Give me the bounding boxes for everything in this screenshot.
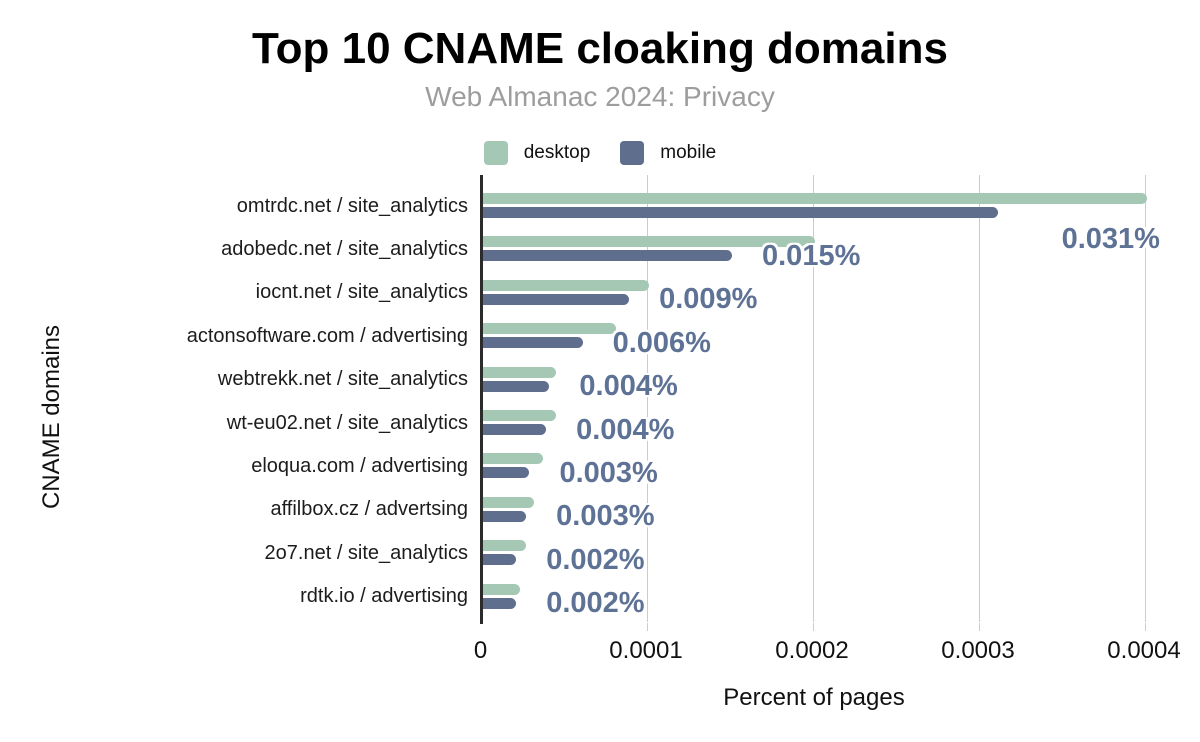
category-label: adobedc.net / site_analytics	[221, 237, 468, 260]
legend-item-desktop: desktop	[483, 141, 591, 165]
mobile-bar	[483, 510, 527, 522]
value-label: 0.002%	[546, 587, 645, 620]
category-label: 2o7.net / site_analytics	[264, 541, 468, 564]
gridline	[647, 175, 648, 622]
x-axis-tick	[979, 623, 980, 631]
x-axis-tick	[1145, 623, 1146, 631]
desktop-bar	[483, 323, 616, 335]
x-tick-label: 0.0004	[1107, 637, 1181, 664]
mobile-bar	[483, 250, 732, 262]
category-label: omtrdc.net / site_analytics	[236, 194, 468, 217]
mobile-bar	[483, 293, 630, 305]
x-tick-label: 0.0003	[941, 637, 1015, 664]
x-tick-label: 0.0002	[775, 637, 849, 664]
mobile-bar	[483, 424, 547, 435]
legend-label-desktop: desktop	[523, 142, 591, 163]
desktop-bar	[483, 583, 520, 595]
desktop-bar	[483, 193, 1147, 204]
category-label: webtrekk.net / site_analytics	[217, 368, 468, 391]
x-axis-tick	[813, 623, 814, 631]
mobile-bar	[483, 554, 517, 566]
desktop-bar	[483, 236, 815, 248]
category-label: affilbox.cz / advertsing	[270, 498, 468, 521]
category-label: iocnt.net / site_analytics	[255, 281, 468, 304]
value-label: 0.009%	[659, 283, 758, 316]
value-label: 0.002%	[546, 543, 645, 576]
value-label: 0.003%	[556, 500, 655, 533]
desktop-bar	[483, 279, 649, 291]
value-label: 0.004%	[576, 413, 675, 446]
y-axis-line	[480, 175, 483, 624]
category-label: rdtk.io / advertising	[300, 585, 468, 608]
x-tick-label: 0	[473, 637, 488, 664]
gridline	[813, 175, 814, 622]
y-axis-title: CNAME domains	[38, 324, 65, 510]
mobile-bar	[483, 380, 550, 392]
legend: desktop mobile	[0, 140, 1200, 166]
mobile-bar	[483, 337, 583, 349]
value-label: 0.006%	[612, 326, 711, 359]
desktop-bar	[483, 540, 527, 552]
desktop-swatch-icon	[483, 141, 508, 165]
gridline	[1145, 175, 1146, 622]
mobile-swatch-icon	[620, 141, 645, 165]
chart-subtitle: Web Almanac 2024: Privacy	[425, 81, 775, 112]
mobile-bar	[483, 597, 517, 609]
desktop-bar	[483, 410, 557, 421]
legend-label-mobile: mobile	[660, 142, 717, 163]
x-tick-label: 0.0001	[609, 637, 683, 664]
value-label: 0.003%	[559, 456, 658, 489]
mobile-bar	[483, 467, 530, 479]
x-axis-title: Percent of pages	[723, 684, 905, 711]
chart-title: Top 10 CNAME cloaking domains	[252, 24, 948, 73]
value-label: 0.004%	[579, 370, 678, 403]
value-label: 0.015%	[762, 239, 861, 272]
x-axis-tick	[647, 623, 648, 631]
category-label: actonsoftware.com / advertising	[186, 324, 468, 347]
category-label: eloqua.com / advertising	[251, 454, 468, 477]
mobile-bar	[483, 207, 998, 218]
gridline	[979, 175, 980, 622]
category-label: wt-eu02.net / site_analytics	[226, 411, 468, 434]
value-label: 0.031%	[1061, 222, 1160, 255]
desktop-bar	[483, 366, 557, 378]
desktop-bar	[483, 453, 543, 465]
desktop-bar	[483, 496, 535, 508]
legend-item-mobile: mobile	[620, 141, 716, 165]
